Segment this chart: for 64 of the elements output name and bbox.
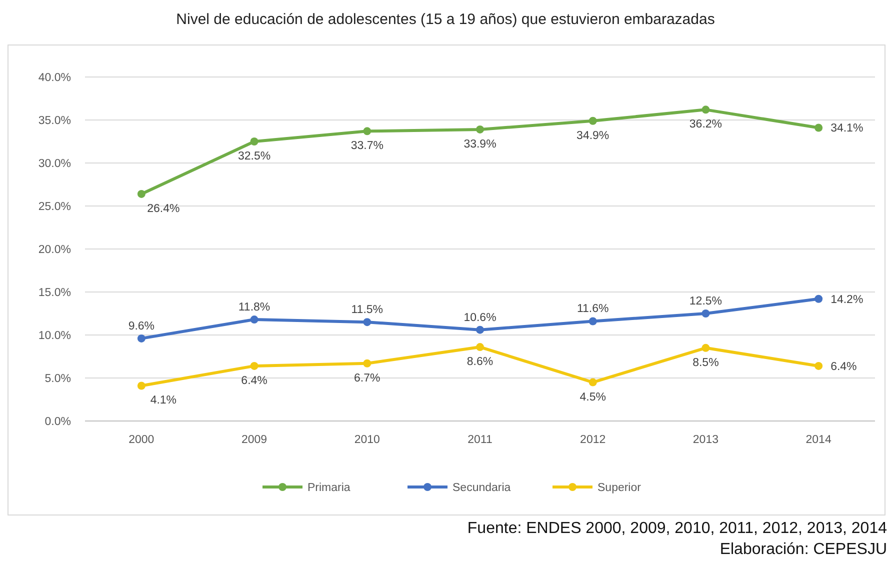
data-label: 34.1% xyxy=(830,122,864,135)
data-label: 32.5% xyxy=(238,150,271,162)
point xyxy=(250,362,258,370)
point xyxy=(588,378,597,386)
data-label: 33.9% xyxy=(464,138,496,150)
point xyxy=(814,294,823,303)
point xyxy=(363,127,372,136)
data-label: 4.1% xyxy=(150,394,177,407)
data-label: 4.5% xyxy=(580,391,606,404)
y-tick-label: 0.0% xyxy=(44,416,71,428)
point xyxy=(476,326,484,334)
data-label: 6.4% xyxy=(241,374,268,387)
chart-title: Nivel de educación de adolescentes (15 a 19 años) que estuvieron embarazadas xyxy=(176,11,715,28)
text: Elaboración: CEPESJU xyxy=(720,541,887,558)
legend-label: Secundaria xyxy=(452,482,512,494)
point xyxy=(137,334,146,342)
data-label: 12.5% xyxy=(689,296,722,308)
point xyxy=(702,310,710,318)
point xyxy=(476,125,484,134)
x-tick-label: 2009 xyxy=(241,434,268,446)
data-label: 11.6% xyxy=(576,303,609,316)
point xyxy=(476,343,484,352)
point xyxy=(363,318,372,326)
data-label: 10.6% xyxy=(464,312,496,324)
point xyxy=(702,106,710,114)
data-label: 34.9% xyxy=(576,130,610,142)
point xyxy=(363,359,372,368)
point xyxy=(814,362,823,370)
data-label: 14.2% xyxy=(830,294,864,306)
point xyxy=(137,190,146,198)
y-tick-label: 20.0% xyxy=(38,244,71,256)
x-tick-label: 2013 xyxy=(692,434,719,446)
data-label: 9.6% xyxy=(128,320,155,332)
data-label: 8.5% xyxy=(692,356,719,369)
point xyxy=(250,316,258,324)
source-note: Fuente: ENDES 2000, 2009, 2010, 2011, 2012, 2013, 2014 xyxy=(467,520,888,537)
data-label: 6.4% xyxy=(830,360,857,373)
x-tick-label: 2011 xyxy=(468,434,492,446)
legend-label: Superior xyxy=(598,482,642,494)
x-tick-label: 2010 xyxy=(354,434,380,446)
data-label: 6.7% xyxy=(354,372,380,384)
data-label: 33.7% xyxy=(350,140,384,152)
point xyxy=(137,382,146,390)
data-label: 36.2% xyxy=(689,118,722,131)
point xyxy=(588,116,597,125)
point xyxy=(250,138,258,146)
y-tick-label: 25.0% xyxy=(38,201,71,213)
legend-label: Primaria xyxy=(308,482,351,494)
y-tick-label: 30.0% xyxy=(38,158,71,170)
point xyxy=(588,317,597,326)
y-tick-label: 35.0% xyxy=(38,115,71,127)
data-label: 8.6% xyxy=(466,356,494,368)
x-tick-label: 2014 xyxy=(806,434,832,446)
point xyxy=(702,344,710,352)
data-label: 11.5% xyxy=(351,304,384,316)
point xyxy=(814,124,823,132)
x-tick-label: 2012 xyxy=(580,434,606,446)
y-tick-label: 10.0% xyxy=(38,330,71,342)
data-label: 11.8% xyxy=(238,302,270,314)
y-tick-label: 40.0% xyxy=(38,72,71,84)
y-tick-label: 15.0% xyxy=(38,287,71,299)
y-tick-label: 5.0% xyxy=(44,373,71,385)
data-label: 26.4% xyxy=(147,202,180,215)
x-tick-label: 2000 xyxy=(128,434,154,446)
